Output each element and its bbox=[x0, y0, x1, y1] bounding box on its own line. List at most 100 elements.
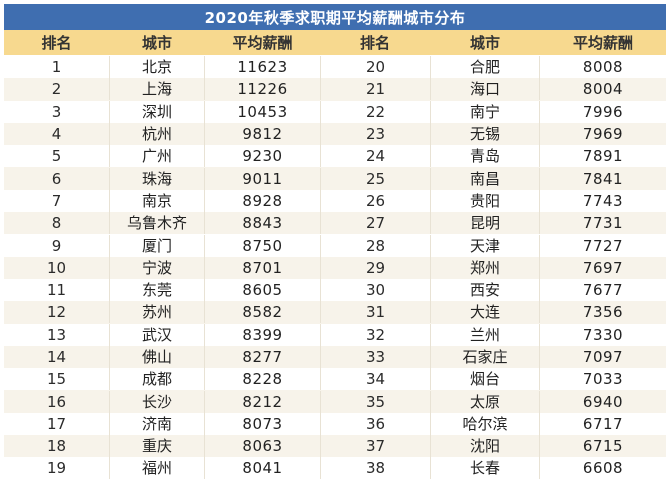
rank-cell: 13 bbox=[46, 325, 67, 344]
salary-cell: 8041 bbox=[242, 459, 283, 478]
salary-cell: 8008 bbox=[582, 58, 624, 77]
salary-cell: 7996 bbox=[582, 102, 624, 121]
table-row: 18 重庆 8063 37 沈阳 6715 bbox=[4, 435, 666, 458]
city-cell: 郑州 bbox=[430, 256, 540, 279]
city-cell: 济南 bbox=[109, 412, 205, 435]
table-row: 13 武汉 8399 32 兰州 7330 bbox=[4, 323, 666, 346]
rank-cell: 18 bbox=[46, 437, 67, 456]
salary-cell: 7731 bbox=[582, 214, 624, 233]
table-row: 7 南京 8928 26 贵阳 7743 bbox=[4, 189, 666, 213]
salary-cell: 10453 bbox=[237, 102, 288, 121]
city-cell: 天津 bbox=[430, 234, 540, 257]
table-row: 17 济南 8073 36 哈尔滨 6717 bbox=[4, 412, 666, 436]
rank-cell: 27 bbox=[320, 212, 430, 235]
header-city: 城市 bbox=[141, 33, 172, 52]
city-cell: 广州 bbox=[109, 145, 205, 168]
rank-cell: 32 bbox=[320, 323, 430, 346]
salary-cell: 11623 bbox=[237, 58, 288, 77]
city-cell: 乌鲁木齐 bbox=[109, 212, 205, 235]
table-row: 11 东莞 8605 30 西安 7677 bbox=[4, 278, 666, 302]
rank-cell: 33 bbox=[320, 346, 430, 368]
table-row: 16 长沙 8212 35 太原 6940 bbox=[4, 390, 666, 413]
table-title: 2020年秋季求职期平均薪酬城市分布 bbox=[4, 4, 666, 30]
salary-cell: 6715 bbox=[582, 437, 624, 456]
rank-cell: 5 bbox=[51, 147, 62, 166]
city-cell: 重庆 bbox=[109, 435, 205, 458]
city-cell: 佛山 bbox=[109, 346, 205, 368]
salary-cell: 6940 bbox=[582, 392, 624, 411]
salary-cell: 8605 bbox=[242, 281, 283, 300]
city-cell: 青岛 bbox=[430, 145, 540, 168]
salary-cell: 11226 bbox=[237, 80, 288, 99]
city-cell: 福州 bbox=[109, 457, 205, 480]
city-cell: 武汉 bbox=[109, 323, 205, 346]
city-cell: 深圳 bbox=[109, 100, 205, 123]
city-cell: 长沙 bbox=[109, 390, 205, 413]
city-cell: 成都 bbox=[109, 368, 205, 391]
city-cell: 贵阳 bbox=[430, 189, 540, 212]
salary-cell: 8063 bbox=[242, 437, 283, 456]
salary-cell: 8073 bbox=[242, 414, 283, 433]
rank-cell: 20 bbox=[320, 56, 430, 79]
header-rank: 排名 bbox=[41, 33, 72, 52]
table-row: 4 杭州 9812 23 无锡 7969 bbox=[4, 122, 666, 146]
city-cell: 厦门 bbox=[109, 234, 205, 257]
table-row: 10 宁波 8701 29 郑州 7697 bbox=[4, 256, 666, 279]
rank-cell: 21 bbox=[320, 78, 430, 101]
salary-cell: 7891 bbox=[582, 147, 624, 166]
salary-cell: 6608 bbox=[582, 459, 624, 478]
rank-cell: 9 bbox=[51, 236, 62, 255]
city-cell: 合肥 bbox=[430, 56, 540, 79]
rank-cell: 37 bbox=[320, 435, 430, 458]
salary-cell: 7033 bbox=[582, 370, 624, 389]
rank-cell: 28 bbox=[320, 234, 430, 257]
table-row: 15 成都 8228 34 烟台 7033 bbox=[4, 368, 666, 391]
rank-cell: 31 bbox=[320, 301, 430, 324]
rank-cell: 3 bbox=[51, 102, 62, 121]
table-row: 1 北京 11623 20 合肥 8008 bbox=[4, 56, 666, 79]
salary-cell: 8212 bbox=[242, 392, 283, 411]
salary-cell: 8228 bbox=[242, 370, 283, 389]
table-row: 3 深圳 10453 22 南宁 7996 bbox=[4, 100, 666, 123]
rank-cell: 29 bbox=[320, 256, 430, 279]
city-cell: 烟台 bbox=[430, 368, 540, 391]
rank-cell: 8 bbox=[51, 214, 62, 233]
rank-cell: 19 bbox=[46, 459, 67, 478]
salary-cell: 7697 bbox=[582, 258, 624, 277]
city-cell: 海口 bbox=[430, 78, 540, 101]
header-salary: 平均薪酬 bbox=[232, 33, 293, 52]
salary-cell: 9230 bbox=[242, 147, 283, 166]
rank-cell: 2 bbox=[51, 80, 62, 99]
rank-cell: 22 bbox=[320, 100, 430, 123]
rank-cell: 15 bbox=[46, 370, 67, 389]
table-row: 14 佛山 8277 33 石家庄 7097 bbox=[4, 345, 666, 369]
city-cell: 宁波 bbox=[109, 256, 205, 279]
salary-cell: 8277 bbox=[242, 348, 283, 366]
salary-cell: 8928 bbox=[242, 191, 283, 210]
rank-cell: 36 bbox=[320, 412, 430, 435]
city-cell: 无锡 bbox=[430, 123, 540, 146]
salary-cell: 8399 bbox=[242, 325, 283, 344]
rank-cell: 24 bbox=[320, 145, 430, 168]
city-cell: 珠海 bbox=[109, 167, 205, 190]
city-cell: 石家庄 bbox=[430, 346, 540, 368]
rank-cell: 4 bbox=[51, 125, 62, 144]
rank-cell: 25 bbox=[320, 167, 430, 190]
city-cell: 兰州 bbox=[430, 323, 540, 346]
table-row: 5 广州 9230 24 青岛 7891 bbox=[4, 145, 666, 168]
rank-cell: 14 bbox=[46, 348, 67, 366]
header-rank-2: 排名 bbox=[359, 33, 390, 52]
salary-cell: 7356 bbox=[582, 303, 624, 322]
city-cell: 南昌 bbox=[430, 167, 540, 190]
salary-cell: 6717 bbox=[582, 414, 624, 433]
city-cell: 南京 bbox=[109, 189, 205, 212]
rank-cell: 17 bbox=[46, 414, 67, 433]
city-cell: 哈尔滨 bbox=[430, 412, 540, 435]
rank-cell: 34 bbox=[320, 368, 430, 391]
salary-cell: 7841 bbox=[582, 169, 624, 188]
salary-cell: 7743 bbox=[582, 191, 624, 210]
salary-cell: 8843 bbox=[242, 214, 283, 233]
rank-cell: 35 bbox=[320, 390, 430, 413]
salary-cell: 8582 bbox=[242, 303, 283, 322]
table-row: 6 珠海 9011 25 南昌 7841 bbox=[4, 167, 666, 190]
